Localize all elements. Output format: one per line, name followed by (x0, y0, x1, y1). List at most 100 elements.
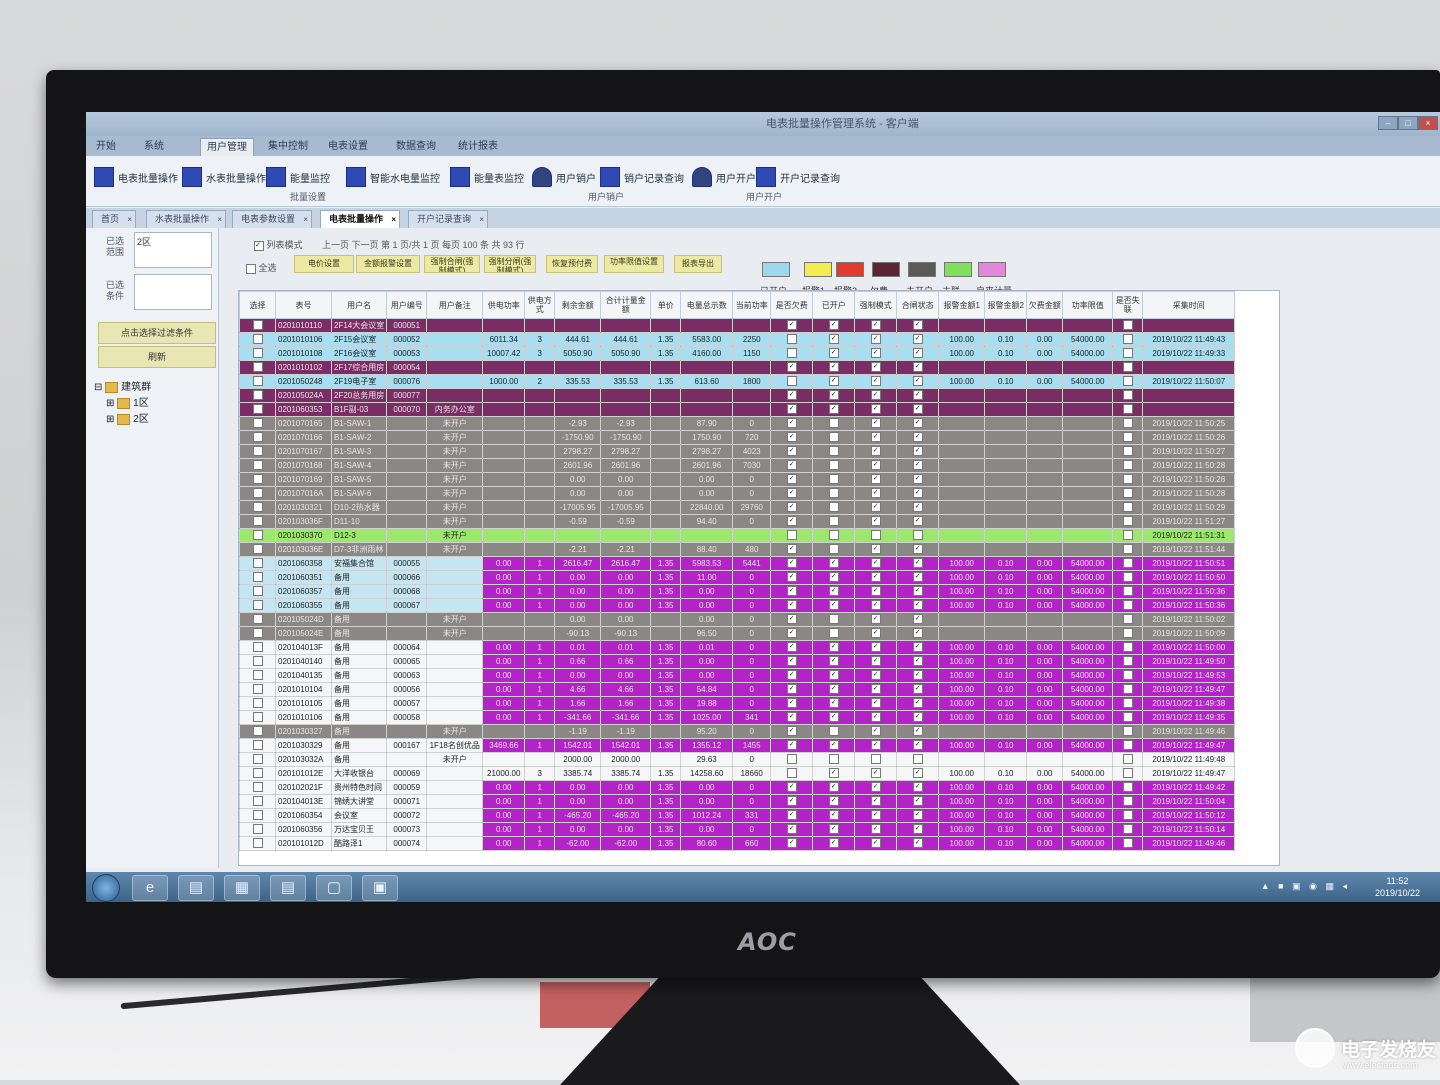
status-checkbox[interactable] (1112, 682, 1144, 697)
status-checkbox[interactable]: ✓ (812, 654, 856, 669)
status-checkbox[interactable]: ✓ (812, 584, 856, 599)
status-checkbox[interactable] (812, 626, 856, 641)
column-header[interactable]: 选择 (239, 291, 276, 319)
status-checkbox[interactable]: ✓ (896, 584, 940, 599)
column-header[interactable]: 采集时间 (1142, 291, 1236, 319)
row-select-checkbox[interactable] (239, 668, 276, 683)
doc-tab-meter-batch[interactable]: 电表批量操作 × (320, 210, 401, 228)
row-select-checkbox[interactable] (239, 556, 276, 571)
status-checkbox[interactable]: ✓ (854, 458, 898, 473)
status-checkbox[interactable]: ✓ (854, 500, 898, 515)
status-checkbox[interactable]: ✓ (854, 640, 898, 655)
status-checkbox[interactable] (1112, 752, 1144, 767)
status-checkbox[interactable]: ✓ (854, 556, 898, 571)
refresh-button[interactable]: 刷新 (98, 346, 216, 368)
status-checkbox[interactable] (1112, 500, 1144, 515)
status-checkbox[interactable] (1112, 458, 1144, 473)
status-checkbox[interactable]: ✓ (770, 780, 814, 795)
status-checkbox[interactable]: ✓ (770, 836, 814, 851)
ribbon-user-close[interactable]: 用户销户 (532, 166, 596, 188)
ribbon-smart-monitor[interactable]: 智能水电量监控 (346, 166, 440, 188)
status-checkbox[interactable] (1112, 360, 1144, 375)
row-select-checkbox[interactable] (239, 570, 276, 585)
status-checkbox[interactable] (812, 500, 856, 515)
status-checkbox[interactable]: ✓ (770, 416, 814, 431)
table-row[interactable]: 020107016A B1-SAW-6 未开户 0.00 0.00 0.00 0 ✓ ✓ ✓ 201… (239, 486, 1236, 501)
tree-item-zone2[interactable]: ⊞ 2区 (106, 413, 149, 425)
status-checkbox[interactable]: ✓ (854, 682, 898, 697)
status-checkbox[interactable]: ✓ (770, 500, 814, 515)
status-checkbox[interactable]: ✓ (896, 626, 940, 641)
status-checkbox[interactable]: ✓ (896, 640, 940, 655)
row-select-checkbox[interactable] (239, 500, 276, 515)
status-checkbox[interactable]: ✓ (770, 360, 814, 375)
status-checkbox[interactable]: ✓ (812, 402, 856, 417)
status-checkbox[interactable]: ✓ (812, 346, 856, 361)
status-checkbox[interactable] (812, 472, 856, 487)
status-checkbox[interactable] (1112, 654, 1144, 669)
status-checkbox[interactable] (1112, 542, 1144, 557)
price-setting-button[interactable]: 电价设置 (294, 255, 354, 273)
status-checkbox[interactable]: ✓ (896, 836, 940, 851)
doc-tab-meter-params[interactable]: 电表参数设置 × (232, 210, 313, 228)
status-checkbox[interactable] (1112, 570, 1144, 585)
status-checkbox[interactable]: ✓ (896, 780, 940, 795)
status-checkbox[interactable]: ✓ (812, 822, 856, 837)
status-checkbox[interactable]: ✓ (896, 430, 940, 445)
column-header[interactable]: 单价 (650, 291, 682, 319)
row-select-checkbox[interactable] (239, 472, 276, 487)
status-checkbox[interactable]: ✓ (770, 598, 814, 613)
status-checkbox[interactable] (1112, 738, 1144, 753)
ribbon-user-open[interactable]: 用户开户 (692, 166, 756, 188)
row-select-checkbox[interactable] (239, 822, 276, 837)
status-checkbox[interactable]: ✓ (896, 388, 940, 403)
status-checkbox[interactable] (770, 374, 814, 389)
status-checkbox[interactable]: ✓ (770, 556, 814, 571)
status-checkbox[interactable] (1112, 472, 1144, 487)
start-button[interactable] (92, 874, 120, 902)
status-checkbox[interactable] (1112, 612, 1144, 627)
status-checkbox[interactable]: ✓ (854, 766, 898, 781)
row-select-checkbox[interactable] (239, 738, 276, 753)
status-checkbox[interactable]: ✓ (812, 808, 856, 823)
status-checkbox[interactable]: ✓ (812, 696, 856, 711)
status-checkbox[interactable]: ✓ (770, 696, 814, 711)
status-checkbox[interactable]: ✓ (854, 402, 898, 417)
column-header[interactable]: 已开户 (812, 291, 856, 319)
ribbon-meter-batch[interactable]: 电表批量操作 (94, 166, 178, 188)
row-select-checkbox[interactable] (239, 808, 276, 823)
status-checkbox[interactable]: ✓ (770, 654, 814, 669)
status-checkbox[interactable]: ✓ (770, 640, 814, 655)
table-row[interactable]: 0201010102 2F17综合用房 000054 ✓ ✓ ✓ ✓ (239, 360, 1236, 375)
status-checkbox[interactable]: ✓ (812, 598, 856, 613)
status-checkbox[interactable] (1112, 808, 1144, 823)
ribbon-close-records[interactable]: 销户记录查询 (600, 166, 684, 188)
status-checkbox[interactable]: ✓ (896, 444, 940, 459)
status-checkbox[interactable]: ✓ (770, 388, 814, 403)
status-checkbox[interactable]: ✓ (896, 332, 940, 347)
status-checkbox[interactable]: ✓ (896, 808, 940, 823)
ribbon-energy-meter-monitor[interactable]: 能量表监控 (450, 166, 524, 188)
column-header[interactable]: 是否失联 (1112, 291, 1144, 319)
maximize-button[interactable]: □ (1398, 116, 1418, 130)
row-select-checkbox[interactable] (239, 780, 276, 795)
close-icon[interactable]: × (479, 215, 485, 224)
row-select-checkbox[interactable] (239, 836, 276, 851)
status-checkbox[interactable]: ✓ (896, 822, 940, 837)
status-checkbox[interactable] (1112, 444, 1144, 459)
status-checkbox[interactable] (1112, 836, 1144, 851)
close-icon[interactable]: × (303, 215, 309, 224)
status-checkbox[interactable] (812, 486, 856, 501)
status-checkbox[interactable]: ✓ (770, 458, 814, 473)
row-select-checkbox[interactable] (239, 402, 276, 417)
status-checkbox[interactable]: ✓ (896, 360, 940, 375)
column-header[interactable]: 欠费金额 (1026, 291, 1064, 319)
status-checkbox[interactable] (1112, 626, 1144, 641)
status-checkbox[interactable]: ✓ (854, 724, 898, 739)
status-checkbox[interactable]: ✓ (896, 556, 940, 571)
selected-condition-box[interactable] (134, 274, 212, 310)
table-row[interactable]: 0201060351 备用 000066 0.00 1 0.00 0.00 1.35 11.00… (239, 570, 1236, 585)
row-select-checkbox[interactable] (239, 598, 276, 613)
status-checkbox[interactable] (770, 766, 814, 781)
status-checkbox[interactable] (812, 430, 856, 445)
